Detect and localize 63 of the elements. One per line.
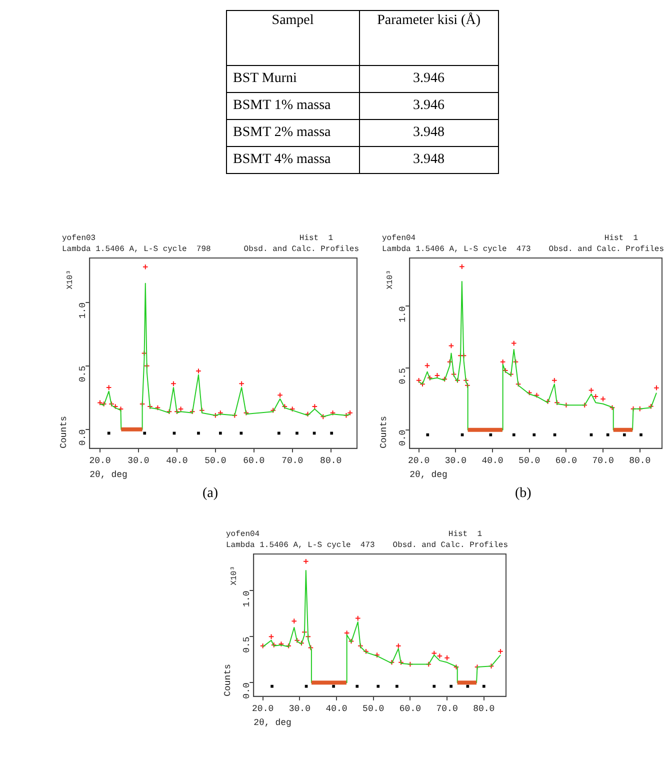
text: BST Murni (226, 66, 360, 92)
y-tick-label: 0.0 (398, 430, 408, 446)
x-tick-label: 20.0 (408, 456, 430, 466)
text: Obsd. and Calc. Profiles (548, 245, 664, 254)
x-tick-label: 40.0 (482, 456, 504, 466)
text: X10³ (66, 270, 76, 290)
x-tick-label: 60.0 (555, 456, 578, 466)
x-tick-label: 30.0 (444, 456, 466, 466)
x-tick-label: 70.0 (436, 704, 458, 714)
x-tick-label: 30.0 (128, 456, 150, 466)
text: (a) (202, 486, 218, 502)
chart-subtitle: Lambda 1.5406 A, L-S cycle 798 (62, 245, 212, 254)
text: X10³ (230, 566, 240, 586)
y-tick-label: 0.0 (242, 682, 252, 699)
chart-subtitle: Lambda 1.5406 A, L-S cycle 473 (226, 541, 376, 550)
text: BSMT 2% massa (226, 120, 360, 146)
text: Hist 1 (448, 530, 482, 540)
text: Obsd. and Calc. Profiles (392, 541, 508, 550)
y-tick-label: 0.5 (78, 366, 88, 382)
y-tick-label: 1.0 (398, 306, 408, 322)
x-tick-label: 40.0 (166, 456, 188, 466)
x-tick-label: 70.0 (592, 456, 614, 466)
text: Parameter kisi (Å) (359, 10, 498, 66)
text: X10³ (386, 270, 396, 290)
y-axis-title: Counts (222, 664, 233, 696)
chart-title: yofen03 (62, 234, 96, 244)
x-tick-label: 50.0 (518, 456, 540, 466)
y-tick-label: 0.5 (398, 368, 408, 384)
y-axis-title: Counts (378, 416, 389, 448)
chart-subtitle: Lambda 1.5406 A, L-S cycle 473 (382, 245, 532, 254)
x-tick-label: 80.0 (629, 456, 651, 466)
x-tick-label: 60.0 (243, 456, 265, 466)
x-tick-label: 60.0 (399, 704, 422, 714)
text: BSMT 4% massa (226, 146, 360, 174)
x-tick-label: 20.0 (89, 456, 111, 466)
text: 3.946 (359, 66, 498, 92)
x-tick-label: 30.0 (288, 704, 310, 714)
text: 3.948 (359, 120, 498, 146)
text: 3.946 (359, 92, 498, 120)
x-axis-title: 2θ, deg (90, 470, 128, 480)
text: Hist 1 (604, 234, 638, 244)
chart-title: yofen04 (382, 234, 416, 244)
x-tick-label: 50.0 (204, 456, 226, 466)
x-tick-label: 20.0 (252, 704, 274, 714)
y-tick-label: 0.0 (78, 429, 88, 446)
x-tick-label: 40.0 (326, 704, 348, 714)
y-tick-label: 1.0 (242, 590, 252, 607)
x-axis-title: 2θ, deg (254, 718, 292, 728)
y-tick-label: 0.5 (242, 636, 252, 653)
y-axis-title: Counts (58, 416, 69, 448)
text: Sampel (226, 10, 360, 66)
x-tick-label: 80.0 (320, 456, 342, 466)
text: 3.948 (359, 146, 498, 174)
x-tick-label: 70.0 (282, 456, 304, 466)
text: (b) (515, 486, 532, 502)
x-axis-title: 2θ, deg (410, 470, 448, 480)
text: BSMT 1% massa (226, 92, 360, 120)
text: Obsd. and Calc. Profiles (244, 245, 360, 254)
text: Hist 1 (299, 234, 334, 244)
chart-title: yofen04 (226, 530, 260, 540)
y-tick-label: 1.0 (78, 302, 88, 319)
x-tick-label: 50.0 (362, 704, 384, 714)
x-tick-label: 80.0 (473, 704, 495, 714)
